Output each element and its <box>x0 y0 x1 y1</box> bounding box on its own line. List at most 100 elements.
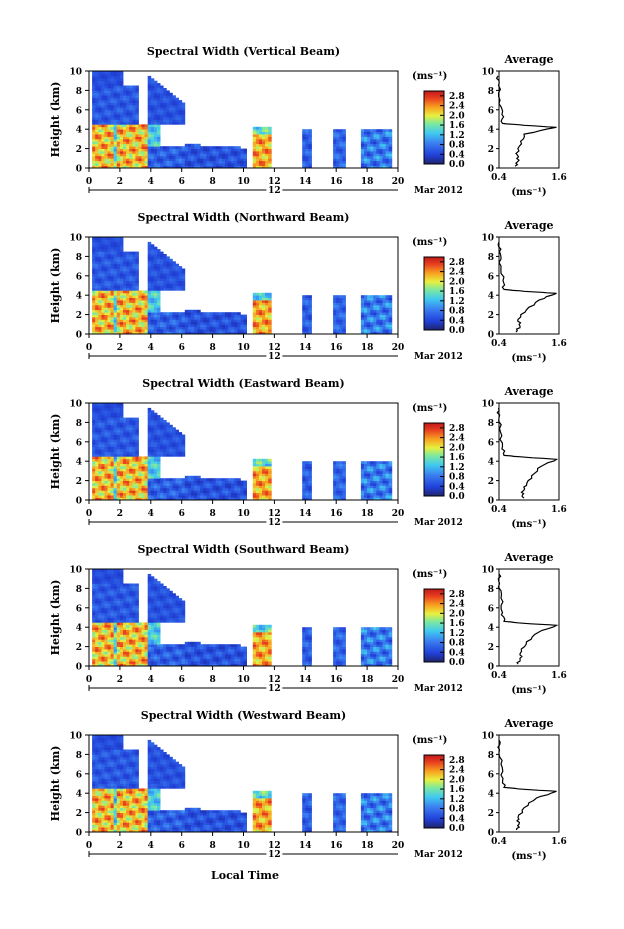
heatmap-cell <box>160 148 164 152</box>
heatmap-cell <box>150 131 155 135</box>
heatmap-cell <box>240 331 244 335</box>
heatmap-cell <box>150 124 155 128</box>
heatmap-cell <box>181 165 186 169</box>
heatmap-cell <box>376 312 380 315</box>
heatmap-cell <box>231 487 235 491</box>
heatmap-cell <box>98 641 102 645</box>
heatmap-cell <box>231 480 235 484</box>
heatmap-cell <box>302 490 306 494</box>
heatmap-cell <box>360 487 365 491</box>
heatmap-cell <box>385 131 390 135</box>
heatmap-cell <box>110 278 115 281</box>
heatmap-cell <box>385 138 390 142</box>
heatmap-cell <box>203 319 207 323</box>
heatmap-cell <box>92 656 96 660</box>
heatmap-cell <box>240 497 244 501</box>
heatmap-cell <box>141 483 145 486</box>
heatmap-cell <box>308 138 312 142</box>
heatmap-cell <box>129 138 133 142</box>
heatmap-cell <box>178 275 183 279</box>
heatmap-cell <box>382 492 386 496</box>
heatmap-cell <box>95 612 99 616</box>
heatmap-cell <box>98 586 102 589</box>
heatmap-cell <box>141 143 145 147</box>
heatmap-cell <box>153 119 158 123</box>
heatmap-cell <box>333 492 337 496</box>
heatmap-cell <box>107 126 111 130</box>
heatmap-cell <box>153 100 158 103</box>
heatmap-cell <box>123 297 127 301</box>
heatmap-cell <box>265 300 269 303</box>
heatmap-cell <box>126 112 130 115</box>
heatmap-cell <box>376 160 380 164</box>
heatmap-cell <box>104 466 108 469</box>
heatmap-cell <box>138 146 142 149</box>
heatmap-cell <box>237 326 241 330</box>
heatmap-cell <box>116 304 121 308</box>
y-tick-label: 0 <box>76 497 82 507</box>
heatmap-cell <box>376 324 380 328</box>
heatmap-cell <box>203 148 207 152</box>
heatmap-cell <box>342 319 346 323</box>
heatmap-cell <box>123 461 127 464</box>
heatmap-cell <box>252 309 257 313</box>
heatmap-cell <box>101 658 105 662</box>
heatmap-cell <box>98 432 102 435</box>
heatmap-cell <box>153 160 158 164</box>
heatmap-cell <box>123 290 127 294</box>
heatmap-cell <box>110 160 115 164</box>
heatmap-cell <box>382 317 386 320</box>
heatmap-cell <box>163 165 167 169</box>
heatmap-cell <box>178 117 183 120</box>
heatmap-cell <box>123 304 127 308</box>
heatmap-cell <box>132 124 136 128</box>
heatmap-cell <box>95 607 99 611</box>
heatmap-cell <box>116 463 121 467</box>
heatmap-cell <box>153 146 158 149</box>
heatmap-cell <box>175 449 179 452</box>
average-y-tick-label: 8 <box>488 419 494 429</box>
heatmap-cell <box>126 270 130 274</box>
heatmap-cell <box>98 405 102 409</box>
heatmap-cell <box>141 134 145 137</box>
heatmap-cell <box>98 569 102 572</box>
heatmap-cell <box>237 319 241 323</box>
heatmap-cell <box>191 492 195 496</box>
heatmap-cell <box>191 148 195 152</box>
heatmap-cell <box>135 417 139 421</box>
heatmap-cell <box>153 278 158 281</box>
heatmap-cell <box>265 466 269 469</box>
heatmap-cell <box>113 302 118 306</box>
heatmap-cell <box>172 427 176 431</box>
heatmap-cell <box>308 295 312 298</box>
heatmap-cell <box>104 629 108 633</box>
heatmap-cell <box>258 475 263 479</box>
heatmap-cell <box>101 429 105 433</box>
heatmap-cell <box>110 71 115 74</box>
heatmap-cell <box>160 92 164 96</box>
heatmap-cell <box>243 487 247 491</box>
heatmap-cell <box>191 153 195 157</box>
heatmap-cell <box>215 312 220 315</box>
heatmap-cell <box>258 463 263 467</box>
heatmap-cell <box>169 434 173 438</box>
heatmap-cell <box>187 480 192 484</box>
heatmap-cell <box>147 163 152 166</box>
heatmap-cell <box>138 458 142 462</box>
heatmap-cell <box>178 446 183 450</box>
heatmap-cell <box>265 129 269 132</box>
heatmap-cell <box>385 317 390 320</box>
heatmap-cell <box>104 446 108 450</box>
heatmap-cell <box>333 314 337 318</box>
heatmap-cell <box>104 632 108 635</box>
heatmap-cell <box>95 470 99 474</box>
heatmap-cell <box>132 107 136 111</box>
heatmap-cell <box>197 319 201 323</box>
heatmap-cell <box>153 331 158 335</box>
heatmap-cell <box>92 571 96 575</box>
heatmap-cell <box>342 324 346 328</box>
heatmap-cell <box>157 138 161 142</box>
heatmap-cell <box>132 88 136 91</box>
heatmap-cell <box>370 461 374 464</box>
heatmap-cell <box>98 624 102 628</box>
